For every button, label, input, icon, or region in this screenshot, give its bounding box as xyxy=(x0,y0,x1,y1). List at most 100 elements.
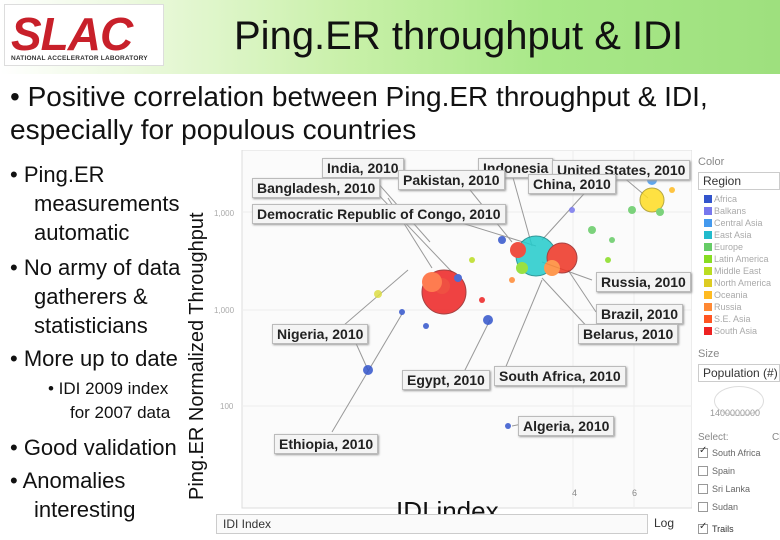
bubble-f[interactable] xyxy=(509,277,515,283)
bubble-brazil[interactable] xyxy=(516,262,528,274)
check-icon: ✓ xyxy=(699,445,708,456)
region-item[interactable]: Europe xyxy=(704,242,744,252)
bullet-army-3: statisticians xyxy=(34,313,148,338)
x-axis-select[interactable]: IDI Index xyxy=(216,514,648,534)
region-item[interactable]: Balkans xyxy=(704,206,747,216)
bubble-g[interactable] xyxy=(469,257,475,263)
bubble-russia[interactable] xyxy=(544,260,560,276)
label-egypt[interactable]: Egypt, 2010 xyxy=(402,370,490,390)
check-label-1: South Africa xyxy=(712,448,761,458)
label-south-africa[interactable]: South Africa, 2010 xyxy=(494,366,626,386)
bubble-l[interactable] xyxy=(669,187,675,193)
bubble-h[interactable] xyxy=(479,297,485,303)
size-select[interactable]: Population (#) xyxy=(698,364,780,382)
bubble-o[interactable] xyxy=(423,323,429,329)
check-label-2: Spain xyxy=(712,466,736,476)
size-circle-icon xyxy=(714,386,764,416)
bullet-anomalies-2: interesting xyxy=(34,497,136,522)
bullet-anomalies-1: • Anomalies xyxy=(10,468,126,493)
label-belarus[interactable]: Belarus, 2010 xyxy=(578,324,679,344)
bubble-c[interactable] xyxy=(609,237,615,243)
bubble-bangladesh[interactable] xyxy=(422,272,442,292)
checkbox-sri-lanka[interactable] xyxy=(698,484,708,494)
bubble-n[interactable] xyxy=(454,274,462,282)
label-brazil[interactable]: Brazil, 2010 xyxy=(596,304,684,324)
bubble-d[interactable] xyxy=(628,206,636,214)
region-item[interactable]: East Asia xyxy=(704,230,752,240)
bullet-pinger-3: automatic xyxy=(34,220,130,245)
region-swatch xyxy=(704,303,712,311)
size-value: 1400000000 xyxy=(710,408,761,418)
label-bangladesh[interactable]: Bangladesh, 2010 xyxy=(252,178,381,198)
y-tick-1: 1,000 xyxy=(214,209,235,218)
check-label-3: Sri Lanka xyxy=(712,484,751,494)
region-item[interactable]: Middle East xyxy=(704,266,762,276)
bullet-uptodate: • More up to date xyxy=(10,346,178,371)
subbullet-idi-2: for 2007 data xyxy=(70,403,171,422)
region-item[interactable]: S.E. Asia xyxy=(704,314,751,324)
region-item[interactable]: Russia xyxy=(704,302,742,312)
bullet-pinger-2: measurements xyxy=(34,191,180,216)
select-clear-link[interactable]: Cl xyxy=(772,432,780,443)
region-swatch xyxy=(704,255,712,263)
region-swatch xyxy=(704,315,712,323)
label-russia[interactable]: Russia, 2010 xyxy=(596,272,691,292)
x-tick-2: 6 xyxy=(632,488,637,498)
region-item[interactable]: South Asia xyxy=(704,326,757,336)
bubble-i[interactable] xyxy=(498,236,506,244)
region-item[interactable]: Latin America xyxy=(704,254,769,264)
y-tick-2: 1,000 xyxy=(214,306,235,315)
region-swatch xyxy=(704,243,712,251)
color-select[interactable]: Region xyxy=(698,172,780,190)
bubble-algeria[interactable] xyxy=(505,423,511,429)
checkbox-trails[interactable]: ✓ xyxy=(698,521,708,534)
region-item[interactable]: Africa xyxy=(704,194,737,204)
bullet-validation: • Good validation xyxy=(10,435,177,460)
region-item[interactable]: Central Asia xyxy=(704,218,763,228)
region-label: East Asia xyxy=(714,230,752,240)
bubble-a[interactable] xyxy=(374,290,382,298)
logo-wordmark: SLAC xyxy=(11,8,133,60)
bubble-k[interactable] xyxy=(656,208,664,216)
x-tick-1: 4 xyxy=(572,488,577,498)
checkbox-south-africa[interactable]: ✓ xyxy=(698,445,708,458)
region-label: Middle East xyxy=(714,266,762,276)
logo-subtitle: NATIONAL ACCELERATOR LABORATORY xyxy=(11,55,148,62)
main-bullet: • Positive correlation between Ping.ER t… xyxy=(10,81,708,145)
trails-label: Trails xyxy=(712,524,734,534)
region-label: S.E. Asia xyxy=(714,314,751,324)
bubble-nigeria[interactable] xyxy=(363,365,373,375)
label-drc[interactable]: Democratic Republic of Congo, 2010 xyxy=(252,204,506,224)
bubble-chart[interactable]: 1,000 1,000 100 4 6 xyxy=(212,149,693,510)
label-ethiopia[interactable]: Ethiopia, 2010 xyxy=(274,434,379,454)
label-china[interactable]: China, 2010 xyxy=(528,174,616,194)
bubble-e[interactable] xyxy=(569,207,575,213)
region-swatch xyxy=(704,291,712,299)
region-item[interactable]: North America xyxy=(704,278,771,288)
region-swatch xyxy=(704,207,712,215)
y-tick-3: 100 xyxy=(220,402,234,411)
region-label: Balkans xyxy=(714,206,747,216)
checkbox-spain[interactable] xyxy=(698,466,708,476)
color-label: Color xyxy=(698,156,725,168)
label-india[interactable]: India, 2010 xyxy=(322,158,404,178)
checkbox-sudan[interactable] xyxy=(698,502,708,512)
label-nigeria[interactable]: Nigeria, 2010 xyxy=(272,324,369,344)
region-legend: Africa Balkans Central Asia East Asia Europe… xyxy=(704,194,780,344)
label-pakistan[interactable]: Pakistan, 2010 xyxy=(398,170,505,190)
region-label: Europe xyxy=(714,242,744,252)
bubble-usa[interactable] xyxy=(639,187,665,213)
bullet-army-2: gatherers & xyxy=(34,284,148,309)
bubble-b[interactable] xyxy=(588,226,596,234)
label-algeria[interactable]: Algeria, 2010 xyxy=(518,416,615,436)
size-label: Size xyxy=(698,348,720,360)
scale-select[interactable]: Log xyxy=(654,516,675,530)
region-swatch xyxy=(704,267,712,275)
bubble-egypt[interactable] xyxy=(483,315,493,325)
region-swatch xyxy=(704,219,712,227)
bubble-ethiopia[interactable] xyxy=(399,309,405,315)
bubble-m[interactable] xyxy=(605,257,611,263)
bubble-pakistan[interactable] xyxy=(510,242,526,258)
region-item[interactable]: Oceania xyxy=(704,290,748,300)
check-icon: ✓ xyxy=(699,521,708,532)
